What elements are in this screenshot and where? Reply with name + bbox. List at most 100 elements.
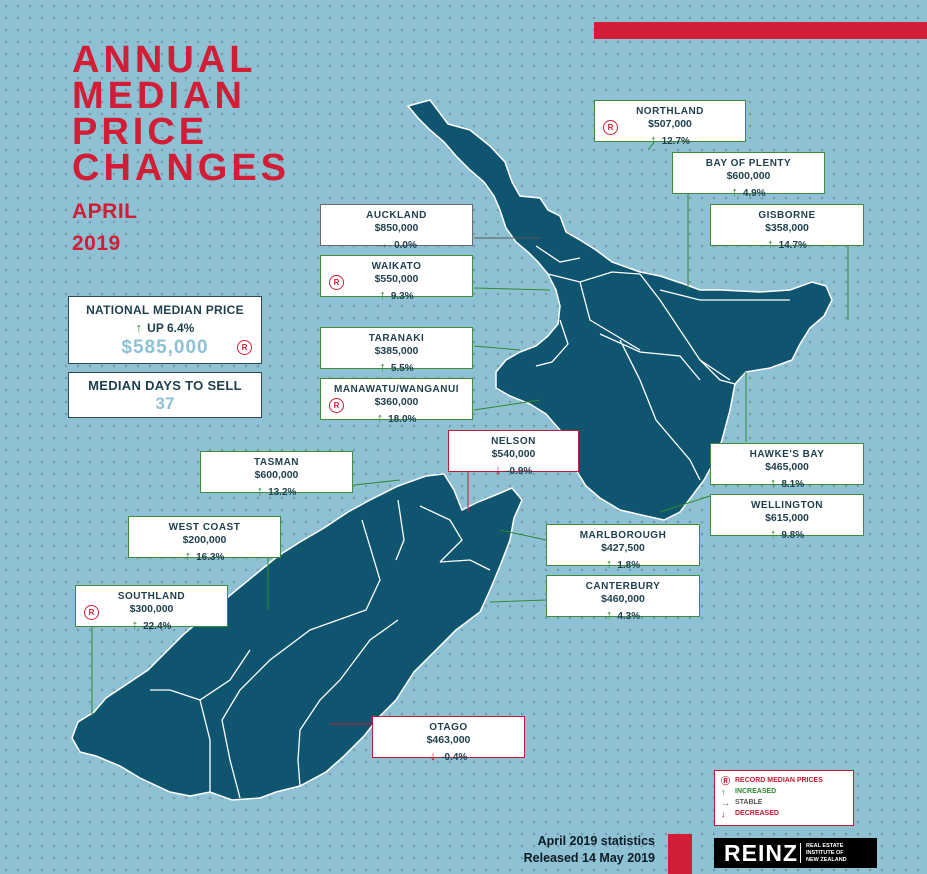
national-median-price-card: NATIONAL MEDIAN PRICE ↑ UP 6.4% $585,000 … xyxy=(68,296,262,364)
record-icon: R xyxy=(237,340,252,355)
region-change: ↓ -0.4% xyxy=(429,748,468,763)
up-arrow-icon: ↑ xyxy=(135,320,143,335)
region-box-manawatu-wanganui: MANAWATU/WANGANUI $360,000 ↑ 18.0% R xyxy=(320,378,473,425)
up-arrow-icon: ↑ xyxy=(131,617,139,632)
region-name: TASMAN xyxy=(253,457,300,468)
region-change: ↑ 1.8% xyxy=(605,556,641,571)
region-change: ↑ 8.1% xyxy=(769,475,805,490)
up-arrow-icon: ↑ xyxy=(721,786,726,797)
up-arrow-icon: ↑ xyxy=(184,548,192,563)
right-arrow-icon: → xyxy=(721,797,730,808)
region-change: ↑ 14.7% xyxy=(767,236,807,251)
footer-release: April 2019 statistics Released 14 May 20… xyxy=(523,834,655,865)
region-change: → 0.0% xyxy=(376,236,417,251)
region-price: $540,000 xyxy=(491,448,536,460)
up-arrow-icon: ↑ xyxy=(605,556,613,571)
region-name: WEST COAST xyxy=(168,522,241,533)
region-change: ↑ 22.4% xyxy=(131,617,172,632)
region-change: ↑ 4.9% xyxy=(731,184,766,199)
bottom-accent-bar xyxy=(668,834,692,874)
region-name: MARLBOROUGH xyxy=(579,530,667,541)
region-box-bay-of-plenty: BAY OF PLENTY $600,000 ↑ 4.9% xyxy=(672,152,825,199)
region-box-canterbury: CANTERBURY $460,000 ↑ 4.3% xyxy=(546,575,700,622)
leader-lines xyxy=(91,123,849,716)
region-price: $600,000 xyxy=(254,469,299,481)
up-arrow-icon: ↑ xyxy=(650,132,657,147)
up-arrow-icon: ↑ xyxy=(376,410,384,425)
region-box-southland: SOUTHLAND $300,000 ↑ 22.4% R xyxy=(75,585,228,632)
region-name: MANAWATU/WANGANUI xyxy=(334,384,459,395)
region-price: $465,000 xyxy=(765,461,809,473)
days-value: 37 xyxy=(155,394,175,413)
region-price: $600,000 xyxy=(726,170,771,182)
reinz-logo: REINZ REAL ESTATE INSTITUTE OF NEW ZEALA… xyxy=(714,838,877,868)
region-change: ↓ -0.9% xyxy=(494,462,533,477)
region-name: WELLINGTON xyxy=(750,500,824,511)
region-price: $385,000 xyxy=(374,345,419,357)
region-price: $460,000 xyxy=(601,593,645,605)
up-arrow-icon: ↑ xyxy=(379,359,386,374)
region-change: ↑ 9.3% xyxy=(379,287,414,302)
up-arrow-icon: ↑ xyxy=(769,526,777,541)
region-box-tasman: TASMAN $600,000 ↑ 13.2% xyxy=(200,451,353,498)
region-box-wellington: WELLINGTON $615,000 ↑ 9.8% xyxy=(710,494,864,541)
north-island xyxy=(406,99,833,521)
region-name: WAIKATO xyxy=(371,261,422,272)
region-change: ↑ 16.3% xyxy=(184,548,225,563)
region-box-west-coast: WEST COAST $200,000 ↑ 16.3% xyxy=(128,516,281,563)
down-arrow-icon: ↓ xyxy=(721,808,726,819)
record-icon: R xyxy=(84,605,99,620)
legend-stable: → STABLE xyxy=(721,797,763,808)
record-icon: R xyxy=(329,275,344,290)
region-name: BAY OF PLENTY xyxy=(705,158,792,169)
region-box-hawke-s-bay: HAWKE'S BAY $465,000 ↑ 8.1% xyxy=(710,443,864,490)
region-change: ↑ 9.8% xyxy=(769,526,805,541)
region-box-auckland: AUCKLAND $850,000 → 0.0% xyxy=(320,204,473,251)
region-box-otago: OTAGO $463,000 ↓ -0.4% xyxy=(372,716,525,763)
region-name: CANTERBURY xyxy=(585,581,661,592)
region-price: $200,000 xyxy=(182,534,227,546)
region-box-taranaki: TARANAKI $385,000 ↑ 5.5% xyxy=(320,327,473,374)
region-change: ↑ 13.2% xyxy=(256,483,297,498)
region-price: $360,000 xyxy=(374,396,419,408)
region-name: SOUTHLAND xyxy=(117,591,186,602)
region-box-nelson: NELSON $540,000 ↓ -0.9% xyxy=(448,430,579,477)
up-arrow-icon: ↑ xyxy=(379,287,386,302)
region-name: TARANAKI xyxy=(368,333,425,344)
record-icon: Ⓡ xyxy=(721,776,731,786)
region-price: $427,500 xyxy=(601,542,645,554)
region-change: ↑ 18.0% xyxy=(376,410,417,425)
region-change: ↑ 12.7% xyxy=(650,132,690,147)
region-change: ↑ 5.5% xyxy=(379,359,414,374)
legend: Ⓡ RECORD MEDIAN PRICES ↑ INCREASED → STABLE… xyxy=(714,770,854,826)
region-price: $300,000 xyxy=(129,603,174,615)
region-name: HAWKE'S BAY xyxy=(749,449,825,460)
legend-decreased: ↓ DECREASED xyxy=(721,808,779,819)
record-icon: R xyxy=(329,398,344,413)
up-arrow-icon: ↑ xyxy=(605,607,613,622)
region-change: ↑ 4.3% xyxy=(605,607,641,622)
region-box-waikato: WAIKATO $550,000 ↑ 9.3% R xyxy=(320,255,473,302)
median-days-card: MEDIAN DAYS TO SELL 37 xyxy=(68,372,262,418)
national-label: NATIONAL MEDIAN PRICE xyxy=(86,303,244,317)
legend-increased: ↑ INCREASED xyxy=(721,786,777,797)
record-icon: R xyxy=(603,120,618,135)
region-name: NELSON xyxy=(491,436,536,447)
region-name: GISBORNE xyxy=(758,210,816,221)
legend-record: Ⓡ RECORD MEDIAN PRICES xyxy=(721,776,823,786)
region-name: NORTHLAND xyxy=(636,106,704,117)
down-arrow-icon: ↓ xyxy=(494,462,502,477)
up-arrow-icon: ↑ xyxy=(769,475,777,490)
year-label: 2019 xyxy=(72,232,121,255)
days-label: MEDIAN DAYS TO SELL xyxy=(88,378,242,393)
region-price: $550,000 xyxy=(374,273,419,285)
down-arrow-icon: ↓ xyxy=(429,748,437,763)
region-name: OTAGO xyxy=(429,722,468,733)
south-region-borders xyxy=(150,499,491,799)
title-line-4: CHANGES xyxy=(72,147,291,189)
region-box-northland: NORTHLAND $507,000 ↑ 12.7% R xyxy=(594,100,746,147)
up-arrow-icon: ↑ xyxy=(256,483,264,498)
region-name: AUCKLAND xyxy=(366,210,427,221)
